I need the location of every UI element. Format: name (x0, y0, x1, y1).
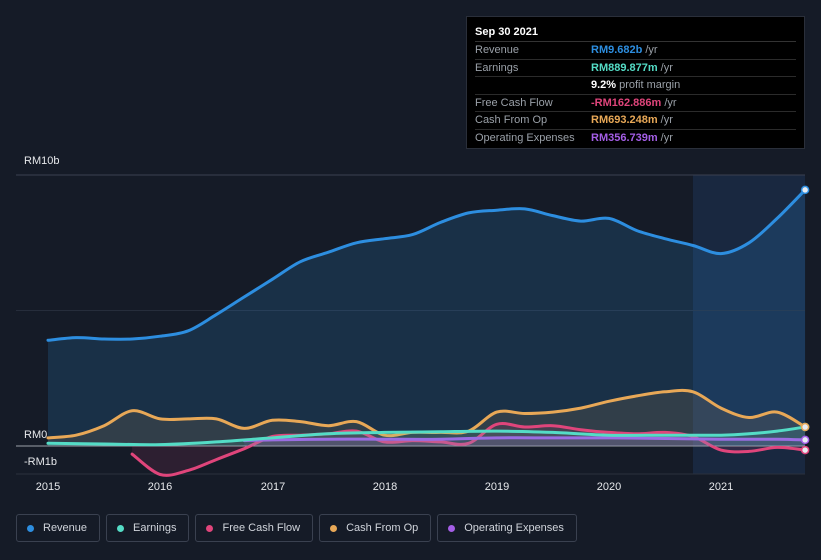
tooltip-value: -RM162.886m (591, 96, 662, 109)
series-area-revenue (48, 189, 806, 446)
tooltip-value: RM889.877m (591, 61, 658, 74)
series-line-earnings (46, 425, 807, 447)
legend-label: Revenue (43, 522, 88, 534)
tooltip-label (475, 77, 591, 94)
legend-item-cash-from-op[interactable]: Cash From Op (319, 514, 432, 542)
tooltip-date: Sep 30 2021 (475, 23, 796, 42)
x-tick-label: 2017 (260, 481, 286, 493)
tooltip-unit: /yr (645, 44, 658, 56)
tooltip-unit: /yr (664, 96, 677, 109)
x-tick-label: 2015 (35, 481, 61, 493)
series-line-revenue (46, 188, 807, 342)
tooltip-label: Revenue (475, 44, 520, 56)
chart-tooltip: Sep 30 2021 Revenue RM9.682b /yr Earning… (466, 16, 805, 149)
legend-dot-icon (117, 524, 125, 532)
tooltip-row-free-cash-flow: Free Cash Flow -RM162.886m /yr (475, 95, 796, 113)
tooltip-unit: /yr (660, 114, 673, 127)
tooltip-row-profit-margin: 9.2% profit margin (475, 77, 796, 95)
series-line-operating-expenses (242, 436, 807, 443)
tooltip-label: Earnings (475, 61, 519, 74)
tooltip-label: Free Cash Flow (475, 96, 553, 109)
tooltip-row-revenue: Revenue RM9.682b /yr (475, 42, 796, 60)
tooltip-unit: /yr (660, 61, 673, 74)
series-end-marker-cash-from-op (800, 422, 810, 432)
y-tick-label: -RM1b (24, 456, 58, 468)
legend-item-earnings[interactable]: Earnings (106, 514, 190, 542)
tooltip-value: RM693.248m (591, 114, 658, 127)
tooltip-value: 9.2% (591, 79, 617, 92)
tooltip-row-earnings: Earnings RM889.877m /yr (475, 60, 796, 78)
tooltip-row-cash-from-op: Cash From Op RM693.248m /yr (475, 112, 796, 130)
legend-dot-icon (27, 524, 34, 532)
tooltip-value: RM356.739m (591, 131, 658, 144)
legend-label: Free Cash Flow (222, 522, 301, 534)
series-end-marker-free-cash-flow (800, 445, 810, 455)
forecast-highlight (692, 175, 805, 474)
y-tick-label: RM10b (24, 155, 60, 167)
legend-label: Earnings (133, 522, 177, 534)
tooltip-value: RM9.682b (591, 44, 643, 56)
x-tick-label: 2016 (147, 481, 173, 493)
chart-legend: Revenue Earnings Free Cash Flow Cash Fro… (16, 514, 577, 542)
legend-item-revenue[interactable]: Revenue (16, 514, 101, 542)
y-tick-label: RM0 (24, 429, 48, 441)
x-tick-label: 2021 (708, 481, 734, 493)
tooltip-label: Cash From Op (475, 114, 548, 127)
x-tick-label: 2018 (372, 481, 398, 493)
series-end-marker-revenue (800, 185, 810, 195)
legend-dot-icon (448, 524, 456, 532)
series-end-marker-operating-expenses (800, 435, 810, 445)
tooltip-label: Operating Expenses (475, 131, 575, 144)
legend-label: Cash From Op (346, 522, 419, 534)
legend-dot-icon (206, 524, 214, 532)
legend-item-free-cash-flow[interactable]: Free Cash Flow (195, 514, 314, 542)
tooltip-unit: profit margin (619, 79, 681, 92)
legend-item-operating-expenses[interactable]: Operating Expenses (437, 514, 577, 542)
x-tick-label: 2020 (596, 481, 622, 493)
tooltip-row-operating-expenses: Operating Expenses RM356.739m /yr (475, 130, 796, 147)
x-tick-label: 2019 (484, 481, 510, 493)
legend-dot-icon (330, 524, 338, 532)
tooltip-unit: /yr (660, 131, 673, 144)
legend-label: Operating Expenses (464, 522, 564, 534)
